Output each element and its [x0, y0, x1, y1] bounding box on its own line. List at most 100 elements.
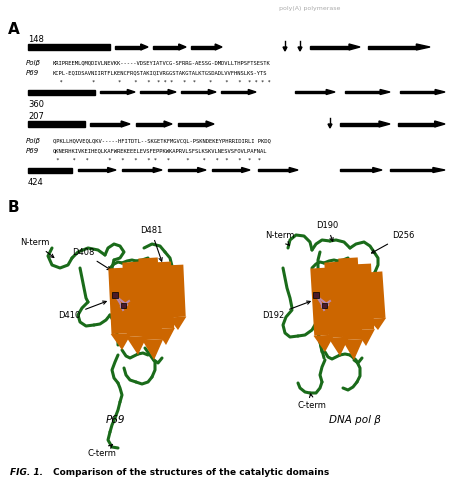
- Polygon shape: [168, 89, 176, 95]
- Polygon shape: [326, 89, 335, 95]
- Bar: [28, 121, 85, 127]
- Text: QKNERHKIVKEIHEQLKAFWREKEEELEVSFEPPKWKAPRVLSFSLKSKVLNESVSFOVLPAFNAL: QKNERHKIVKEIHEQLKAFWREKEEELEVSFEPPKWKAPR…: [53, 148, 267, 153]
- Text: Polβ: Polβ: [26, 138, 41, 144]
- Polygon shape: [127, 336, 147, 355]
- Text: N-term: N-term: [20, 238, 54, 258]
- Polygon shape: [142, 339, 163, 360]
- Polygon shape: [342, 339, 363, 360]
- Polygon shape: [111, 333, 132, 350]
- Polygon shape: [179, 44, 186, 50]
- Polygon shape: [208, 89, 216, 95]
- Polygon shape: [379, 121, 390, 127]
- Text: D192: D192: [262, 301, 310, 320]
- Bar: [28, 44, 110, 50]
- Bar: [398, 122, 435, 125]
- Text: QPKLLHQVVEQLQKV-----HFITDTL--SKGETKFMGVCQL-PSKNDEKEYPHRRIDIRLI PKDQ: QPKLLHQVVEQLQKV-----HFITDTL--SKGETKFMGVC…: [53, 138, 271, 143]
- Polygon shape: [433, 167, 445, 172]
- Polygon shape: [349, 44, 360, 50]
- Text: FIG. 1.: FIG. 1.: [10, 468, 43, 477]
- Bar: [122, 169, 153, 171]
- Polygon shape: [373, 167, 382, 172]
- Polygon shape: [155, 328, 175, 345]
- Bar: [258, 169, 289, 171]
- Bar: [345, 91, 380, 93]
- Text: 360: 360: [28, 100, 44, 109]
- Text: P69: P69: [26, 148, 39, 154]
- Bar: [212, 169, 242, 171]
- Bar: [153, 45, 179, 48]
- Text: D256: D256: [372, 231, 414, 253]
- Bar: [340, 122, 379, 125]
- Bar: [322, 303, 327, 308]
- Polygon shape: [206, 121, 214, 127]
- Bar: [221, 91, 248, 93]
- Bar: [28, 89, 95, 95]
- Text: Comparison of the structures of the catalytic domains: Comparison of the structures of the cata…: [53, 468, 329, 477]
- Bar: [181, 91, 208, 93]
- Text: D190: D190: [316, 221, 338, 241]
- Text: 207: 207: [28, 112, 44, 121]
- Text: D410: D410: [58, 301, 106, 320]
- Polygon shape: [128, 89, 135, 95]
- Bar: [313, 292, 319, 298]
- Text: *         *       *    *   *  * * *   *  *    *    *   *  * * * *: * * * * * * * * * * * * * * * * *: [53, 80, 271, 85]
- Polygon shape: [356, 329, 375, 346]
- Polygon shape: [328, 337, 349, 356]
- Polygon shape: [168, 317, 186, 330]
- Bar: [400, 91, 435, 93]
- Bar: [168, 169, 198, 171]
- Text: Polβ: Polβ: [26, 60, 41, 66]
- Polygon shape: [242, 167, 250, 172]
- Polygon shape: [435, 89, 445, 95]
- Bar: [310, 45, 349, 48]
- Text: N-term: N-term: [265, 231, 294, 245]
- Polygon shape: [108, 167, 116, 172]
- Polygon shape: [215, 44, 222, 50]
- Bar: [390, 169, 433, 171]
- Bar: [100, 91, 128, 93]
- Text: 148: 148: [28, 35, 44, 44]
- Text: D408: D408: [72, 248, 110, 270]
- Polygon shape: [328, 124, 332, 128]
- Polygon shape: [153, 167, 162, 172]
- Bar: [295, 91, 326, 93]
- Text: *    *   *      *   *   *   * *   *     *    *   *  *   *  *  *: * * * * * * * * * * * * * * * *: [53, 158, 261, 163]
- Text: 424: 424: [28, 178, 44, 187]
- Polygon shape: [141, 44, 148, 50]
- Bar: [140, 91, 168, 93]
- Bar: [136, 122, 164, 125]
- Bar: [368, 45, 416, 48]
- Polygon shape: [313, 335, 335, 352]
- Polygon shape: [368, 318, 386, 330]
- Bar: [340, 169, 373, 171]
- Text: C-term: C-term: [298, 394, 327, 410]
- Bar: [121, 303, 126, 308]
- Polygon shape: [380, 89, 390, 95]
- Bar: [191, 45, 215, 48]
- Polygon shape: [283, 47, 287, 51]
- Polygon shape: [121, 121, 130, 127]
- Bar: [115, 45, 141, 48]
- Polygon shape: [289, 167, 298, 172]
- Text: poly(A) polymerase: poly(A) polymerase: [279, 6, 341, 11]
- Polygon shape: [198, 167, 206, 172]
- Bar: [28, 167, 72, 172]
- Text: D481: D481: [140, 226, 163, 261]
- Text: KCPL-EQIDSAVNIIRTFLKENCFRQSTAKIQIVRGGSTAKGTALKTGSDADLVVFHNSLKS-YTS: KCPL-EQIDSAVNIIRTFLKENCFRQSTAKIQIVRGGSTA…: [53, 70, 267, 75]
- Bar: [178, 122, 206, 125]
- Polygon shape: [164, 121, 172, 127]
- Bar: [90, 122, 121, 125]
- Text: DNA pol β: DNA pol β: [329, 415, 381, 425]
- Text: B: B: [8, 200, 19, 215]
- Polygon shape: [248, 89, 256, 95]
- Polygon shape: [298, 47, 302, 51]
- Bar: [112, 292, 118, 298]
- Polygon shape: [416, 44, 430, 50]
- Text: C-term: C-term: [88, 445, 117, 458]
- Text: P69: P69: [26, 70, 39, 76]
- Bar: [78, 169, 108, 171]
- Polygon shape: [435, 121, 445, 127]
- Text: KRIPREEMLQMQDIVLNEVKK-----VDSEYIATVCG-SFRRG-AESSG-DMDVLLTHPSFTSESTK: KRIPREEMLQMQDIVLNEVKK-----VDSEYIATVCG-SF…: [53, 60, 271, 65]
- Text: A: A: [8, 22, 20, 37]
- Text: P69: P69: [105, 415, 125, 425]
